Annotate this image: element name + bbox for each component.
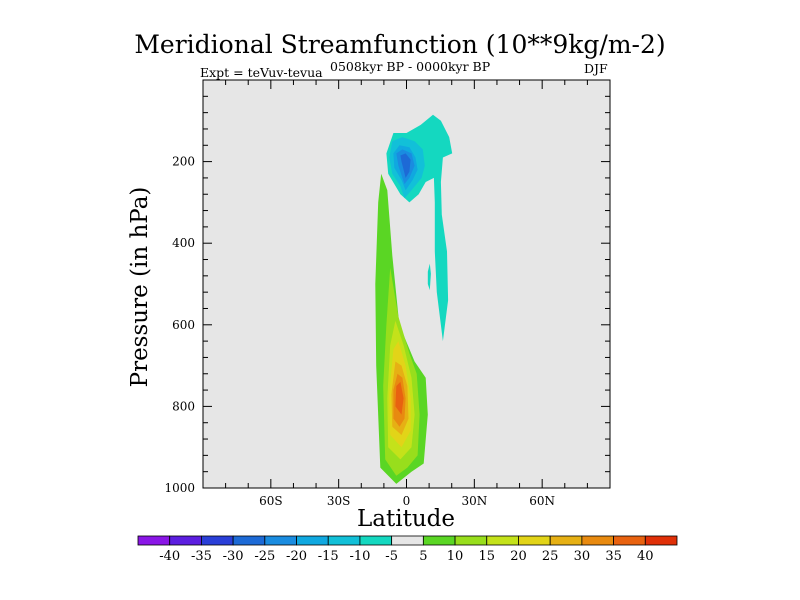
y-tick-label: 400: [172, 236, 195, 250]
colorbar-label: -5: [385, 549, 398, 564]
colorbar: -40 -35 -30 -25 -20 -15 -10 -5 5 10 15 20 25 30 35 40: [137, 535, 678, 564]
y-tick-label: 800: [172, 399, 195, 413]
colorbar-swatch: [613, 535, 646, 546]
colorbar-label: -10: [349, 549, 370, 564]
colorbar-swatch: [391, 535, 424, 546]
colorbar-label: 25: [542, 549, 559, 564]
colorbar-label: -15: [318, 549, 339, 564]
colorbar-label: 40: [637, 549, 654, 564]
colorbar-swatch: [581, 535, 614, 546]
colorbar-label: 30: [574, 549, 591, 564]
x-tick-label: 60S: [259, 494, 283, 508]
colorbar-swatch: [264, 535, 297, 546]
contour-fill--25-11: [400, 153, 411, 178]
colorbar-label: 10: [447, 549, 464, 564]
colorbar-swatch: [549, 535, 583, 546]
contour-fill--5-12: [427, 263, 431, 291]
contour-fill-35-6: [395, 381, 404, 415]
colorbar-swatch: [232, 535, 266, 546]
colorbar-swatch: [327, 535, 361, 546]
time-range-label: 0508kyr BP - 0000kyr BP: [330, 59, 491, 74]
x-tick-label: 30N: [461, 494, 487, 508]
colorbar-swatch: [454, 535, 488, 546]
colorbar-swatch: [422, 535, 456, 546]
experiment-label: Expt = teVuv-tevua: [200, 65, 323, 80]
colorbar-swatch: [359, 535, 393, 546]
colorbar-swatch: [169, 535, 202, 546]
x-axis-label: Latitude: [357, 506, 455, 532]
colorbar-swatch: [644, 535, 678, 546]
chart-title: Meridional Streamfunction (10**9kg/m-2): [134, 30, 666, 59]
colorbar-label: 35: [605, 549, 622, 564]
x-tick-label: 0: [403, 494, 411, 508]
colorbar-swatch: [486, 535, 519, 546]
colorbar-label: 15: [478, 549, 495, 564]
colorbar-swatch: [201, 535, 234, 546]
colorbar-label: 20: [510, 549, 527, 564]
colorbar-label: -35: [191, 549, 212, 564]
y-tick-label: 600: [172, 318, 195, 332]
colorbar-label: -40: [159, 549, 180, 564]
x-tick-label: 30S: [327, 494, 351, 508]
y-tick-label: 1000: [164, 481, 195, 495]
season-label: DJF: [584, 61, 608, 76]
colorbar-label: 5: [419, 549, 427, 564]
colorbar-label: -25: [254, 549, 275, 564]
colorbar-label: -30: [223, 549, 244, 564]
y-tick-label: 200: [172, 155, 195, 169]
x-tick-label: 60N: [529, 494, 555, 508]
axis-layer: 60S 30S 0 30N 60N 200 400 600 800 1000: [164, 79, 611, 508]
colorbar-label: -20: [286, 549, 307, 564]
colorbar-swatch: [518, 535, 551, 546]
contour-layer: [375, 114, 453, 484]
colorbar-swatch: [137, 535, 171, 546]
colorbar-swatch: [296, 535, 329, 546]
